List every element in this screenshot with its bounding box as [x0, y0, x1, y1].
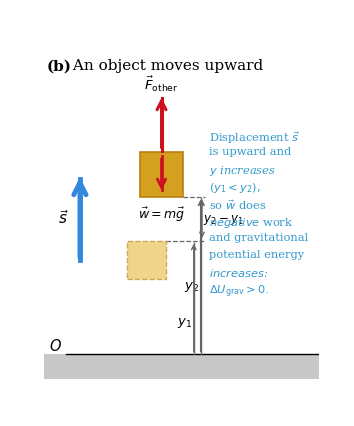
Text: $y$ increases: $y$ increases: [209, 164, 276, 178]
Text: $\vec{s}$: $\vec{s}$: [58, 209, 69, 227]
Text: $\Delta U_{\mathrm{grav}} > 0.$: $\Delta U_{\mathrm{grav}} > 0.$: [209, 283, 269, 300]
Text: potential energy: potential energy: [209, 249, 304, 259]
Text: $increases$:: $increases$:: [209, 266, 268, 278]
Text: $(y_1 < y_2),$: $(y_1 < y_2),$: [209, 181, 261, 195]
Text: $\vec{F}_{\mathrm{other}}$: $\vec{F}_{\mathrm{other}}$: [144, 75, 179, 94]
Text: $y_1$: $y_1$: [177, 315, 193, 329]
Text: $\vec{w} = m\vec{g}$: $\vec{w} = m\vec{g}$: [137, 205, 185, 224]
Text: is upward and: is upward and: [209, 147, 291, 157]
Text: $negative$ work: $negative$ work: [209, 215, 293, 229]
Text: $y_2$: $y_2$: [184, 279, 199, 293]
Bar: [44, 354, 319, 379]
Text: $y_2 - y_1$: $y_2 - y_1$: [203, 212, 244, 226]
Text: so $\vec{w}$ does: so $\vec{w}$ does: [209, 198, 266, 212]
Bar: [127, 242, 166, 279]
Text: An object moves upward: An object moves upward: [68, 59, 263, 73]
Text: Displacement $\vec{s}$: Displacement $\vec{s}$: [209, 130, 300, 146]
Text: $O$: $O$: [49, 337, 62, 353]
Text: (b): (b): [47, 59, 72, 73]
Text: and gravitational: and gravitational: [209, 232, 308, 242]
Bar: [140, 153, 183, 197]
